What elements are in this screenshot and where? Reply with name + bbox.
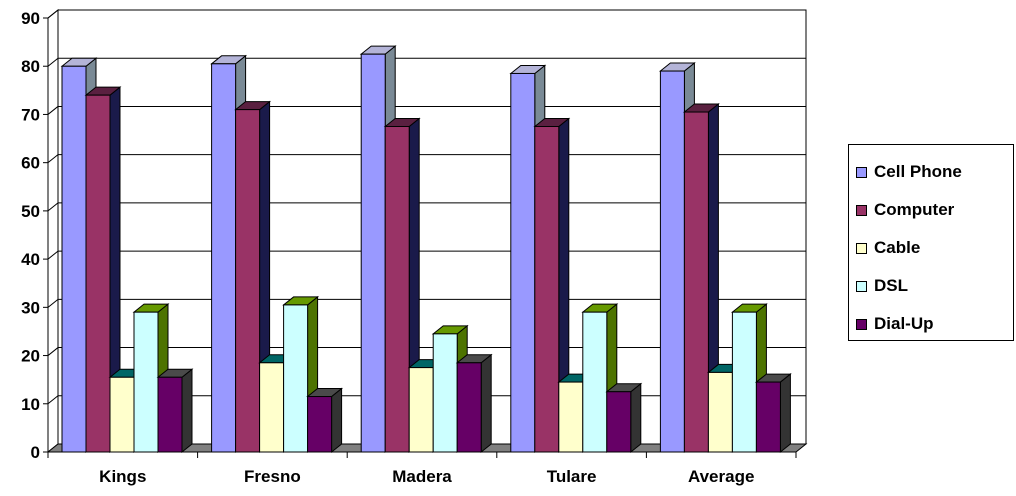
bar xyxy=(582,311,608,453)
y-tick-label: 20 xyxy=(21,347,40,366)
bar xyxy=(456,362,482,453)
bar xyxy=(283,304,309,453)
y-tick-label: 60 xyxy=(21,154,40,173)
bar xyxy=(606,391,632,453)
gridline-side xyxy=(47,57,59,67)
gridline-side xyxy=(47,250,59,260)
gridline-side xyxy=(47,298,59,308)
legend-label: DSL xyxy=(874,276,908,295)
plot-side-wall xyxy=(47,8,59,454)
bar xyxy=(235,109,261,453)
bar xyxy=(61,65,87,453)
gridline-side xyxy=(47,154,59,164)
legend-item: Cell Phone xyxy=(849,153,1013,191)
bar-side xyxy=(630,382,642,454)
legend-swatch xyxy=(856,166,867,178)
legend-swatch xyxy=(856,242,867,254)
bar xyxy=(659,70,685,453)
gridline-side xyxy=(47,347,59,356)
bar xyxy=(683,111,709,453)
legend-item: Dial-Up xyxy=(849,305,1013,343)
legend-item: Computer xyxy=(849,191,1013,229)
bar xyxy=(259,362,285,453)
bar xyxy=(534,126,560,453)
y-tick-label: 10 xyxy=(21,395,40,414)
y-tick-label: 80 xyxy=(21,57,40,76)
bar xyxy=(384,126,410,453)
bar-side xyxy=(779,373,791,454)
bar xyxy=(432,333,458,453)
gridline-side xyxy=(47,202,59,212)
legend-label: Dial-Up xyxy=(874,314,934,333)
bar xyxy=(731,311,757,453)
bar xyxy=(360,53,386,453)
x-tick-label: Madera xyxy=(392,467,452,486)
bar xyxy=(109,376,135,453)
x-tick-label: Tulare xyxy=(547,467,597,486)
chart-legend: Cell Phone Computer Cable DSL Dial-Up xyxy=(848,144,1014,341)
y-tick-label: 70 xyxy=(21,105,40,124)
bar xyxy=(558,381,584,453)
legend-swatch xyxy=(856,318,867,330)
gridline-side xyxy=(47,395,59,405)
legend-item: Cable xyxy=(849,229,1013,267)
y-tick-label: 30 xyxy=(21,298,40,317)
bar xyxy=(133,311,159,453)
legend-label: Cell Phone xyxy=(874,162,962,181)
bar xyxy=(307,396,333,453)
y-tick-label: 50 xyxy=(21,202,40,221)
x-tick-label: Kings xyxy=(99,467,146,486)
x-tick-label: Average xyxy=(688,467,754,486)
legend-item: DSL xyxy=(849,267,1013,305)
legend-items: Cell Phone Computer Cable DSL Dial-Up xyxy=(849,153,1013,343)
y-tick-label: 0 xyxy=(31,443,40,462)
x-tick-label: Fresno xyxy=(244,467,301,486)
bar xyxy=(510,72,536,453)
legend-label: Cable xyxy=(874,238,921,257)
bar-side xyxy=(181,368,193,454)
bar xyxy=(211,63,237,453)
legend-label: Computer xyxy=(874,200,955,219)
legend-swatch xyxy=(856,204,867,216)
bar xyxy=(408,367,434,453)
bar-side xyxy=(480,353,492,454)
bar xyxy=(755,381,781,453)
bar xyxy=(157,376,183,453)
y-tick-label: 40 xyxy=(21,250,40,269)
bar xyxy=(85,94,111,453)
legend-swatch xyxy=(856,280,867,292)
bar-side xyxy=(331,387,343,454)
bar xyxy=(707,371,733,453)
gridline-side xyxy=(47,9,59,19)
y-tick-label: 90 xyxy=(21,9,40,28)
gridline-side xyxy=(47,106,59,115)
